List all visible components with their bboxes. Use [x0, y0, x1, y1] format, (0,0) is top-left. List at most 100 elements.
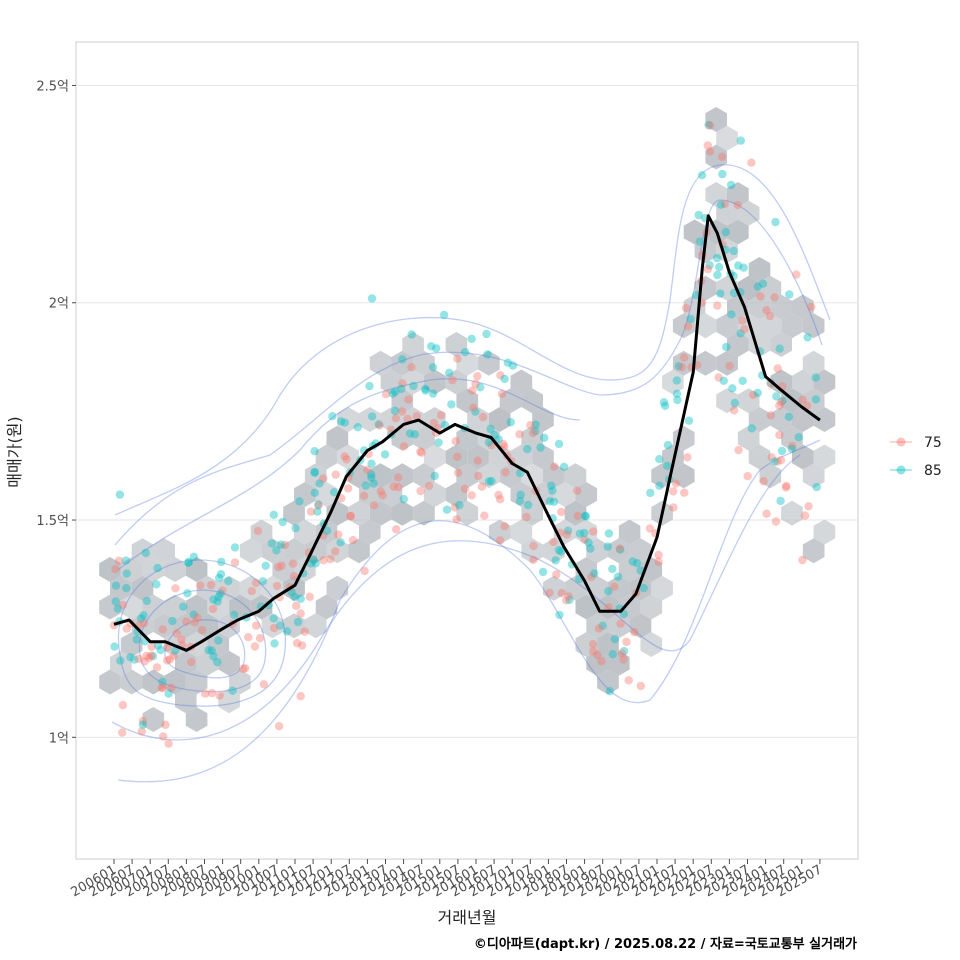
hex-bin [672, 463, 695, 489]
point-85 [269, 614, 278, 623]
hex-bin [748, 257, 771, 282]
point-85 [361, 481, 370, 490]
point-85 [538, 567, 548, 577]
hex-bin [575, 482, 598, 507]
point-85 [432, 344, 441, 353]
point-75 [743, 472, 752, 481]
hex-bin [445, 332, 468, 357]
hex-bin [792, 294, 814, 320]
hex-bin [488, 444, 511, 470]
point-85 [563, 526, 573, 535]
point-85 [559, 462, 569, 471]
point-75 [573, 511, 582, 521]
hex-bin [142, 707, 165, 732]
point-85 [142, 596, 152, 606]
point-85 [776, 496, 785, 506]
hex-bin [532, 444, 554, 470]
y-tick-label: 1억 [49, 731, 69, 746]
point-85 [391, 387, 400, 396]
point-75 [452, 515, 461, 524]
hex-bin [705, 107, 727, 132]
point-75 [253, 526, 263, 536]
point-75 [587, 572, 596, 582]
hex-bin [575, 632, 598, 657]
point-75 [478, 412, 488, 422]
point-75 [424, 481, 434, 491]
legend-key-point [896, 437, 906, 447]
point-85 [811, 373, 820, 382]
point-75 [346, 512, 355, 521]
point-85 [506, 418, 515, 427]
point-75 [274, 722, 284, 731]
point-75 [177, 635, 186, 644]
point-85 [515, 496, 525, 506]
hex-bin [748, 407, 771, 432]
point-85 [476, 383, 485, 392]
point-85 [314, 500, 323, 509]
point-75 [705, 147, 715, 156]
point-85 [548, 486, 557, 495]
point-85 [803, 333, 812, 342]
point-85 [216, 570, 226, 579]
hex-bin [120, 632, 143, 657]
point-75 [767, 453, 776, 462]
point-85 [619, 646, 629, 656]
hex-bin [737, 275, 760, 301]
point-85 [126, 653, 135, 662]
hex-bin [781, 425, 803, 451]
hex-bin [380, 407, 403, 432]
point-75 [158, 683, 167, 692]
point-75 [529, 555, 538, 564]
hex-bin [716, 200, 738, 226]
point-75 [142, 651, 151, 661]
point-75 [288, 559, 298, 568]
point-75 [436, 411, 446, 420]
point-85 [736, 329, 745, 338]
point-75 [720, 199, 729, 209]
point-85 [471, 407, 480, 416]
point-75 [681, 303, 691, 313]
point-85 [309, 555, 318, 564]
point-85 [116, 656, 125, 665]
point-75 [703, 264, 713, 274]
point-75 [331, 470, 340, 479]
point-85 [604, 587, 613, 596]
legend-label: 85 [924, 463, 942, 479]
hex-bin [131, 575, 154, 601]
point-85 [296, 594, 305, 603]
point-85 [523, 444, 532, 454]
hex-bin [283, 613, 305, 639]
hex-bin [456, 350, 479, 376]
point-75 [163, 656, 172, 665]
point-85 [584, 538, 593, 547]
point-75 [118, 700, 128, 710]
hex-bin [770, 407, 792, 432]
point-85 [228, 686, 237, 695]
point-75 [528, 428, 538, 438]
legend: 75 85 [890, 435, 942, 479]
point-85 [486, 424, 495, 434]
hex-bin [521, 425, 543, 451]
point-75 [346, 511, 355, 521]
point-75 [163, 643, 172, 652]
point-75 [615, 544, 624, 553]
point-85 [729, 246, 738, 256]
hex-bin [553, 482, 576, 507]
point-85 [727, 310, 736, 319]
point-85 [115, 490, 125, 499]
hex-bin [315, 482, 338, 507]
hex-bin [423, 369, 446, 395]
point-75 [467, 491, 476, 500]
point-75 [773, 364, 782, 373]
point-75 [389, 482, 398, 491]
hex-bin [326, 425, 349, 451]
point-75 [473, 456, 482, 465]
point-75 [496, 371, 505, 380]
point-75 [679, 353, 689, 362]
point-75 [193, 613, 202, 622]
point-75 [477, 482, 487, 491]
hex-bin [792, 369, 814, 395]
point-75 [169, 651, 178, 660]
hex-bin [608, 613, 630, 639]
hex-bin [662, 369, 684, 395]
